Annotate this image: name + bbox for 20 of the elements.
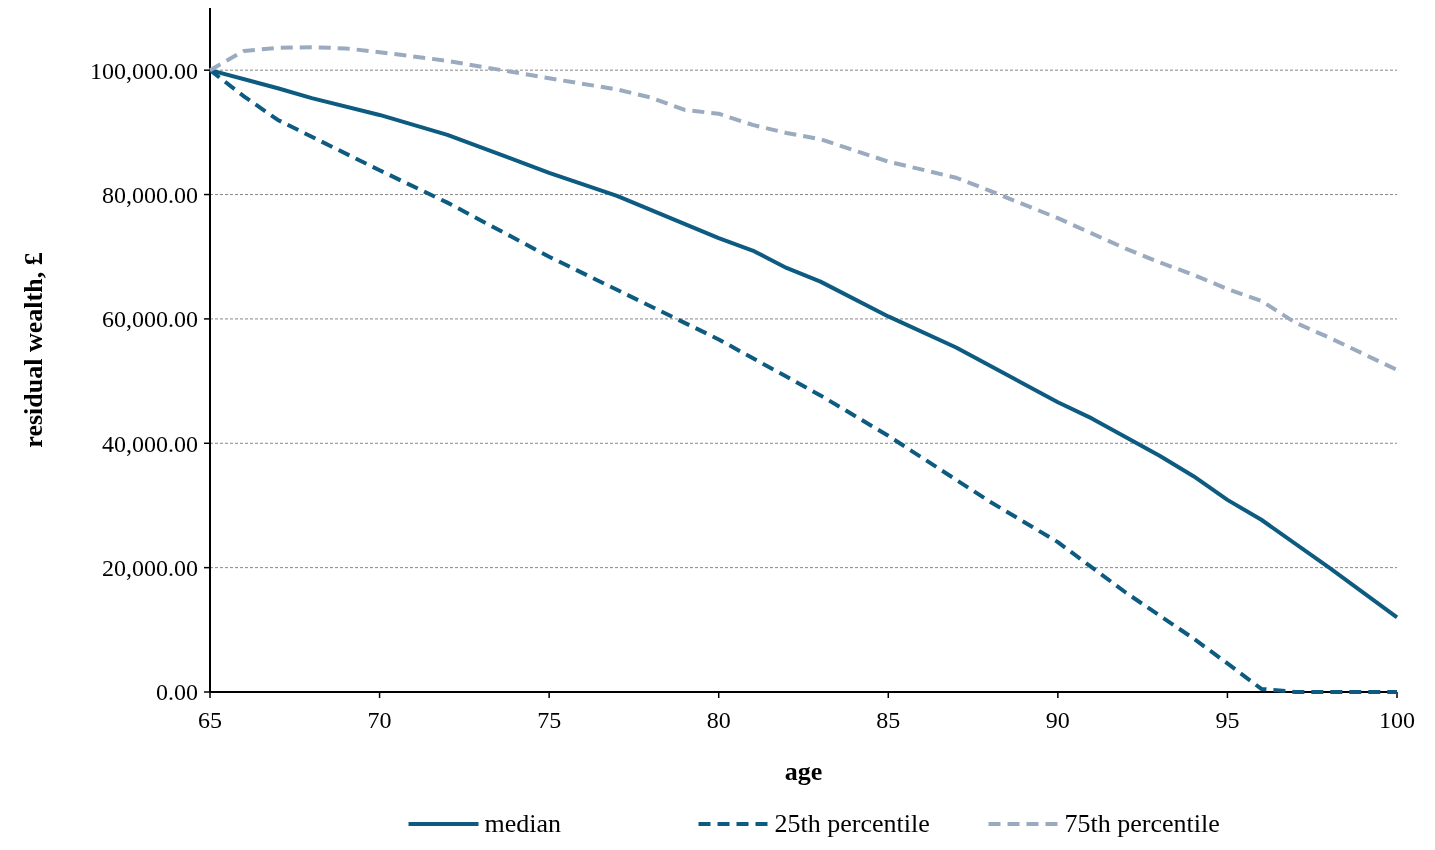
y-tick-label: 20,000.00 bbox=[102, 555, 198, 582]
x-tick-label: 80 bbox=[706, 707, 731, 733]
y-axis-title: residual wealth, £ bbox=[19, 252, 48, 448]
legend-label: median bbox=[484, 809, 562, 838]
x-tick-label: 90 bbox=[1045, 707, 1070, 733]
x-tick-label: 65 bbox=[198, 707, 222, 733]
x-axis-title: age bbox=[784, 757, 823, 786]
x-tick-label: 95 bbox=[1215, 707, 1240, 733]
x-tick-label: 70 bbox=[367, 707, 392, 733]
y-tick-label: 80,000.00 bbox=[102, 181, 198, 208]
legend-label: 75th percentile bbox=[1064, 809, 1220, 838]
y-tick-label: 60,000.00 bbox=[102, 306, 198, 333]
y-tick-label: 0.00 bbox=[156, 679, 198, 706]
line-series bbox=[208, 45, 1399, 372]
x-tick-label: 75 bbox=[537, 707, 562, 733]
legend-label: 25th percentile bbox=[774, 809, 930, 838]
y-tick-label: 40,000.00 bbox=[102, 430, 198, 457]
x-tick-label: 85 bbox=[876, 707, 901, 733]
y-tick-label: 100,000.00 bbox=[90, 57, 198, 84]
x-tick-label: 100 bbox=[1379, 707, 1415, 733]
